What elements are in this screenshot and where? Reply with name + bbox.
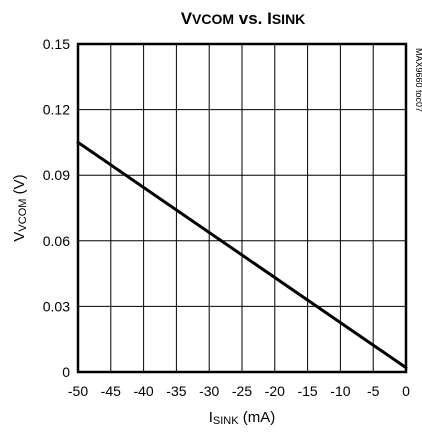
x-tick-label: -35 xyxy=(166,383,186,399)
x-tick-label: -40 xyxy=(133,383,153,399)
y-tick-label: 0.12 xyxy=(43,102,70,118)
x-tick-label: -45 xyxy=(101,383,121,399)
y-tick-label: 0.15 xyxy=(43,36,70,52)
x-tick-label: -20 xyxy=(265,383,285,399)
figure-id-watermark: MAX9660 toc07 xyxy=(414,48,422,112)
y-tick-label: 0 xyxy=(62,364,70,380)
x-tick-label: -25 xyxy=(232,383,252,399)
y-axis-label: VVCOM (V) xyxy=(11,174,29,241)
plot-frame xyxy=(76,42,408,374)
grid-lines xyxy=(77,43,407,373)
y-tick-labels: 0 0.03 0.06 0.09 0.12 0.15 xyxy=(43,36,70,380)
x-tick-label: -5 xyxy=(367,383,380,399)
y-tick-label: 0.06 xyxy=(43,233,70,249)
series-layer xyxy=(76,140,408,370)
x-tick-label: -30 xyxy=(199,383,219,399)
y-tick-label: 0.09 xyxy=(43,167,70,183)
y-tick-label: 0.03 xyxy=(43,298,70,314)
x-tick-labels: -50 -45 -40 -35 -30 -25 -20 -15 -10 -5 0 xyxy=(68,383,410,399)
x-tick-label: -15 xyxy=(297,383,317,399)
x-tick-label: -10 xyxy=(330,383,350,399)
x-tick-label: -50 xyxy=(68,383,88,399)
series-line xyxy=(76,140,408,370)
chart-title: VVCOM vs. ISINK xyxy=(181,9,306,28)
x-tick-label: 0 xyxy=(402,383,410,399)
x-axis-label: ISINK (mA) xyxy=(209,409,276,427)
